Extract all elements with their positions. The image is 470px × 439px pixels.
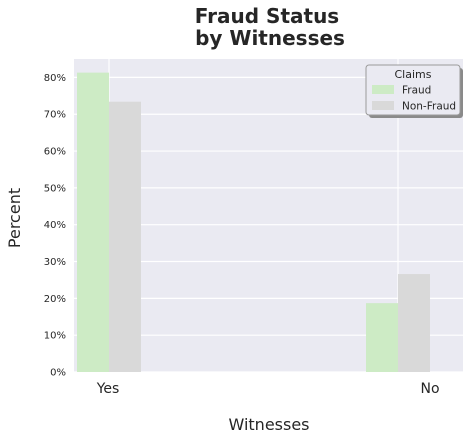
y-tick-label: 50% [44,183,66,194]
y-axis-label: Percent [5,188,24,248]
y-tick-label: 20% [44,294,66,305]
legend-title: Claims [395,68,432,81]
bars [77,72,430,373]
y-tick-label: 10% [44,331,66,342]
legend-items: Fraud Non-Fraud [372,85,456,113]
y-tick-label: 40% [44,220,66,231]
bar-fraud-no [366,303,398,372]
bar-non-fraud-no [398,274,430,372]
chart-title-line-1: Fraud Status [195,4,339,28]
bar-non-fraud-yes [109,101,141,372]
y-tick-label: 70% [44,110,66,121]
legend: Claims Fraud Non-Fraud [365,64,463,118]
legend-swatch-non-fraud [372,101,394,110]
y-tick-labels: 0% 10% 20% 30% 40% 50% 60% 70% 80% [44,73,66,379]
x-axis-label: Witnesses [228,415,309,434]
chart-title-line-2: by Witnesses [195,26,345,50]
legend-label-non-fraud: Non-Fraud [402,101,456,113]
y-tick-label: 0% [50,368,66,379]
x-tick-label: Yes [96,381,120,397]
legend-swatch-fraud [372,85,394,94]
y-tick-label: 80% [44,73,66,84]
legend-label-fraud: Fraud [402,85,431,97]
y-tick-label: 60% [44,147,66,158]
x-tick-label: No [420,381,439,397]
y-tick-label: 30% [44,257,66,268]
bar-fraud-yes [77,72,109,373]
x-tick-labels: Yes No [96,381,440,397]
